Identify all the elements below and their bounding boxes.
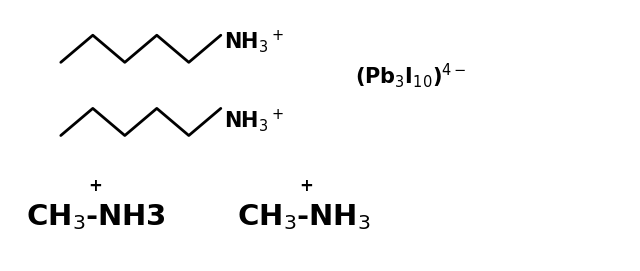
Text: CH$_3$-NH$_3$: CH$_3$-NH$_3$ [237, 202, 371, 232]
Text: NH$_3$$^+$: NH$_3$$^+$ [224, 107, 284, 134]
Text: (Pb$_3$I$_{10}$)$^{4-}$: (Pb$_3$I$_{10}$)$^{4-}$ [355, 62, 467, 90]
Text: +: + [88, 177, 102, 195]
Text: NH$_3$$^+$: NH$_3$$^+$ [224, 28, 284, 56]
Text: +: + [299, 177, 313, 195]
Text: CH$_3$-NH3: CH$_3$-NH3 [26, 202, 166, 232]
